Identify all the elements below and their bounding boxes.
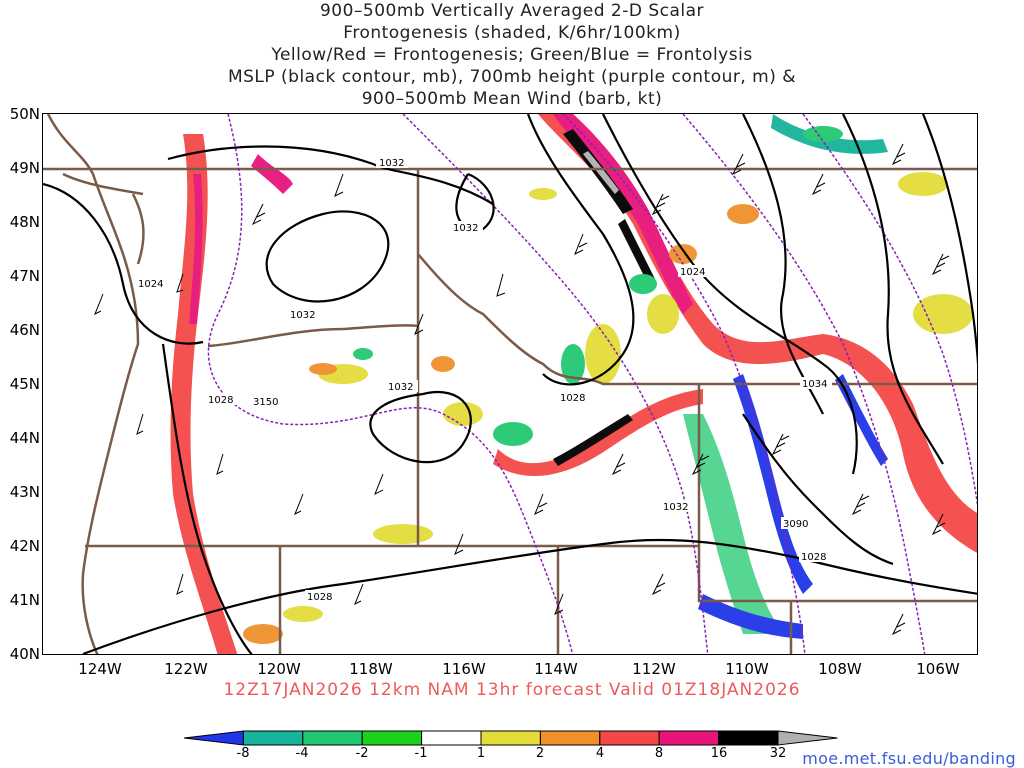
colorbar-cell — [361, 730, 423, 746]
colorbar-label: 1 — [476, 746, 486, 761]
title-line-5: 900–500mb Mean Wind (barb, kt) — [361, 89, 663, 109]
colorbar-label: -2 — [355, 746, 369, 761]
mslp-label: 1032 — [663, 502, 688, 513]
map-canvas: 1032 1032 1024 1032 1024 1028 1032 1028 … — [43, 114, 977, 654]
lat-label: 45N — [9, 375, 40, 393]
lat-label: 41N — [9, 591, 40, 609]
mslp-label: 1024 — [138, 279, 163, 290]
title-line-2: Frontogenesis (shaded, K/6hr/100km) — [343, 23, 681, 43]
lat-label: 43N — [9, 483, 40, 501]
mslp-label: 1024 — [680, 267, 705, 278]
state-borders — [43, 167, 977, 654]
height-label: 3090 — [783, 519, 808, 530]
lat-label: 49N — [9, 159, 40, 177]
wind-barbs — [94, 143, 950, 636]
colorbar-label: 4 — [595, 746, 605, 761]
lon-label: 120W — [257, 660, 301, 678]
colorbar-label: -8 — [236, 746, 250, 761]
colorbar-label: 32 — [769, 746, 787, 761]
lat-label: 48N — [9, 213, 40, 231]
height-label: 3150 — [253, 397, 278, 408]
lon-label: 110W — [725, 660, 769, 678]
lon-label: 108W — [818, 660, 862, 678]
colorbar-cell — [421, 730, 482, 746]
colorbar-cell — [480, 730, 541, 746]
colorbar-label: -1 — [414, 746, 428, 761]
colorbar-cell — [302, 730, 363, 746]
lat-label: 44N — [9, 429, 40, 447]
lon-label: 116W — [442, 660, 486, 678]
lon-label: 122W — [164, 660, 208, 678]
colorbar-cell — [658, 730, 720, 746]
forecast-valid-text: 12Z17JAN2026 12km NAM 13hr forecast Vali… — [223, 680, 801, 700]
colorbar-label: 16 — [710, 746, 728, 761]
lon-label: 124W — [78, 660, 122, 678]
lat-label: 50N — [9, 105, 40, 123]
colorbar-cell — [599, 730, 660, 746]
contour-labels: 1032 1032 1024 1032 1024 1028 1032 1028 … — [136, 156, 832, 603]
mslp-label: 1032 — [290, 310, 315, 321]
map-panel: 1032 1032 1024 1032 1024 1028 1032 1028 … — [42, 113, 978, 655]
lon-label: 112W — [632, 660, 676, 678]
colorbar — [184, 730, 838, 746]
mslp-label: 1028 — [307, 592, 332, 603]
colorbar-label: 2 — [535, 746, 545, 761]
lat-label: 42N — [9, 537, 40, 555]
colorbar-cell — [184, 730, 244, 746]
lon-label: 114W — [534, 660, 578, 678]
title-line-4: MSLP (black contour, mb), 700mb height (… — [227, 67, 797, 87]
colorbar-cell — [242, 730, 304, 746]
colorbar-label: -4 — [295, 746, 309, 761]
title-line-3: Yellow/Red = Frontogenesis; Green/Blue =… — [271, 45, 753, 65]
colorbar-label: 8 — [654, 746, 664, 761]
mslp-label: 1032 — [388, 382, 413, 393]
mslp-label: 1032 — [453, 223, 478, 234]
mslp-label: 1028 — [801, 552, 826, 563]
title-line-1: 900–500mb Vertically Averaged 2-D Scalar — [319, 1, 705, 21]
lon-label: 106W — [916, 660, 960, 678]
mslp-label: 1028 — [560, 393, 585, 404]
mslp-label: 1028 — [208, 395, 233, 406]
mslp-label: 1034 — [802, 379, 827, 390]
colorbar-cell — [718, 730, 779, 746]
height-contours — [207, 114, 977, 654]
lat-label: 47N — [9, 267, 40, 285]
colorbar-cell — [777, 730, 838, 746]
colorbar-cell — [539, 730, 601, 746]
credit-link[interactable]: moe.met.fsu.edu/banding — [802, 749, 1016, 768]
mslp-contours — [43, 114, 977, 654]
mslp-label: 1032 — [379, 158, 404, 169]
lat-label: 40N — [9, 645, 40, 663]
colorbar-cells — [184, 730, 838, 746]
coastline — [46, 114, 145, 654]
lat-label: 46N — [9, 321, 40, 339]
lon-label: 118W — [349, 660, 393, 678]
